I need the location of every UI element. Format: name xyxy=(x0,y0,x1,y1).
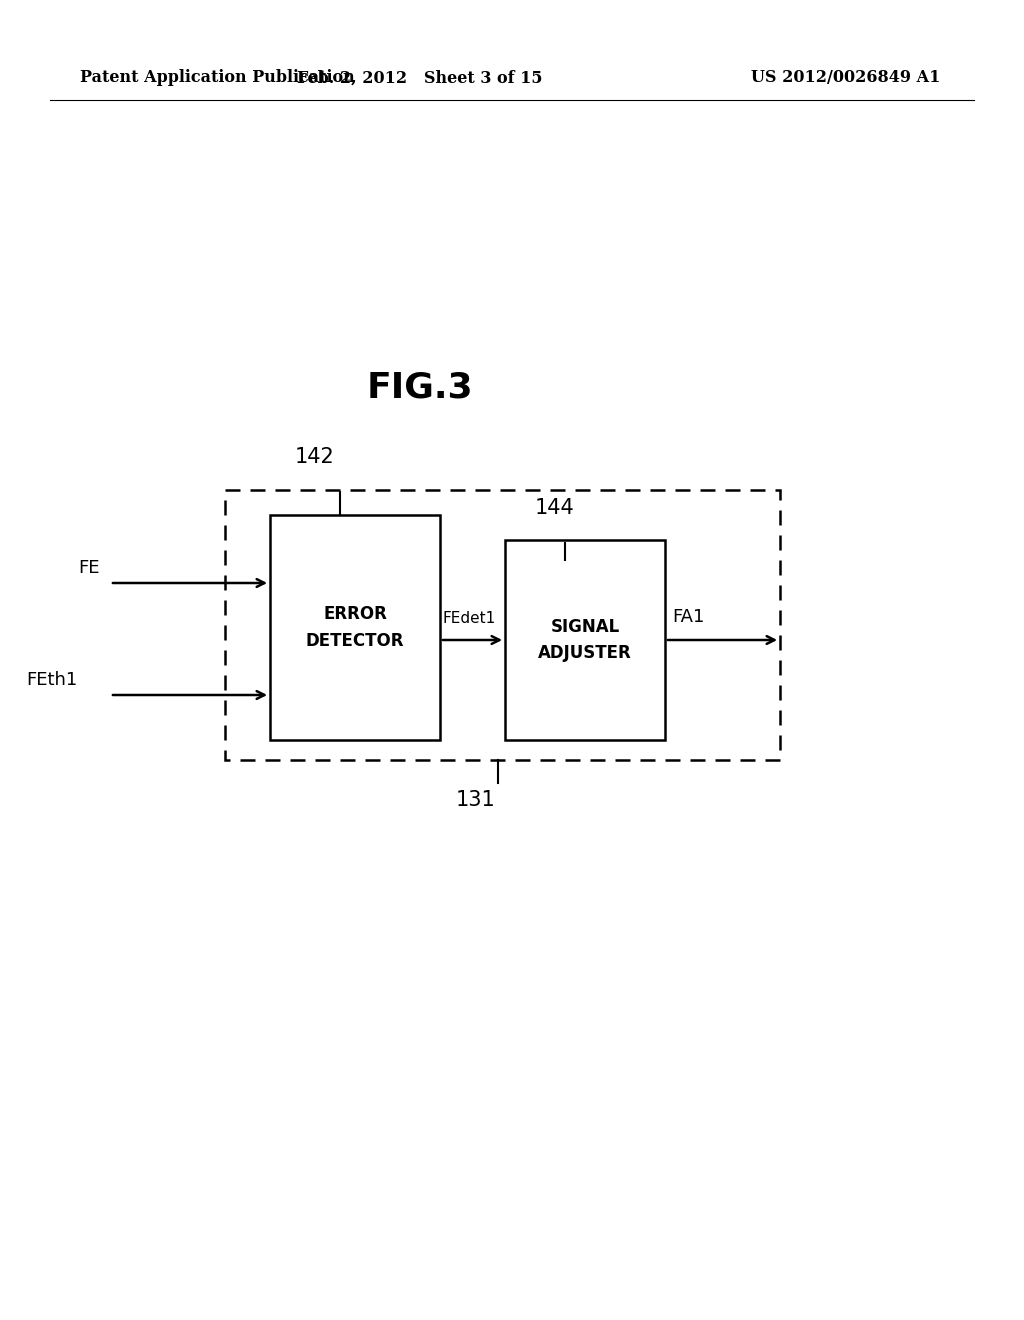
Text: FIG.3: FIG.3 xyxy=(367,371,473,405)
Bar xyxy=(270,515,440,741)
Text: 142: 142 xyxy=(295,447,335,467)
Text: Feb. 2, 2012   Sheet 3 of 15: Feb. 2, 2012 Sheet 3 of 15 xyxy=(297,70,543,87)
Text: SIGNAL
ADJUSTER: SIGNAL ADJUSTER xyxy=(539,618,632,663)
Text: ERROR
DETECTOR: ERROR DETECTOR xyxy=(306,606,404,649)
Bar xyxy=(225,490,780,760)
Text: US 2012/0026849 A1: US 2012/0026849 A1 xyxy=(751,70,940,87)
Text: FEdet1: FEdet1 xyxy=(442,611,496,626)
Bar xyxy=(505,540,665,741)
Text: 131: 131 xyxy=(456,789,496,810)
Text: Patent Application Publication: Patent Application Publication xyxy=(80,70,354,87)
Text: FEth1: FEth1 xyxy=(27,671,78,689)
Text: 144: 144 xyxy=(535,498,574,517)
Text: FE: FE xyxy=(79,558,100,577)
Text: FA1: FA1 xyxy=(672,609,705,626)
